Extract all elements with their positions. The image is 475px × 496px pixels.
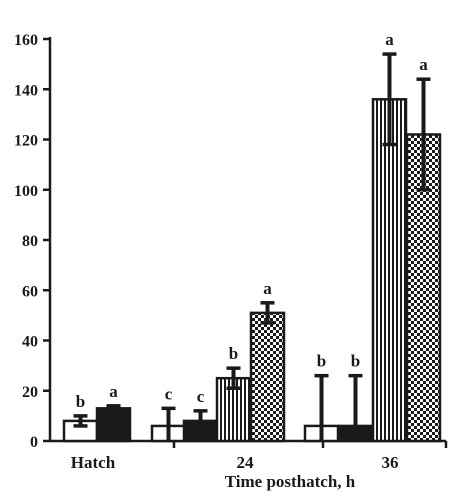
y-tick-label: 120: [14, 133, 38, 150]
y-tick-label: 80: [22, 233, 38, 250]
y-tick-label: 160: [14, 32, 38, 49]
significance-label: a: [263, 279, 272, 298]
significance-label: b: [76, 392, 85, 411]
x-category-label: 36: [382, 453, 399, 472]
significance-label: b: [317, 352, 326, 371]
significance-label: c: [165, 384, 173, 403]
significance-label: b: [229, 344, 238, 363]
significance-label: c: [197, 387, 205, 406]
x-category-label: Hatch: [71, 453, 116, 472]
y-axis: 0 20 40 60 80 100 120 140 160: [14, 32, 52, 451]
significance-labels: b c b a c b b a a a: [76, 30, 428, 411]
x-axis: Hatch 24 36: [49, 439, 448, 472]
y-tick-label: 60: [22, 283, 38, 300]
significance-label: a: [419, 55, 428, 74]
x-axis-title: Time posthatch, h: [225, 472, 356, 491]
y-tick-label: 0: [30, 434, 38, 451]
y-tick-label: 100: [14, 183, 38, 200]
significance-label: a: [109, 382, 118, 401]
y-tick-label: 20: [22, 384, 38, 401]
y-tick-label: 40: [22, 334, 38, 351]
bar-vertical-stripes-36: [371, 98, 408, 443]
significance-label: b: [351, 352, 360, 371]
significance-label: a: [385, 30, 394, 49]
bar-marks: [62, 52, 442, 443]
bar-checkered-24: [249, 311, 286, 443]
y-tick-label: 140: [14, 82, 38, 99]
bar-solid-hatch: [95, 407, 132, 443]
x-category-label: 24: [237, 453, 255, 472]
